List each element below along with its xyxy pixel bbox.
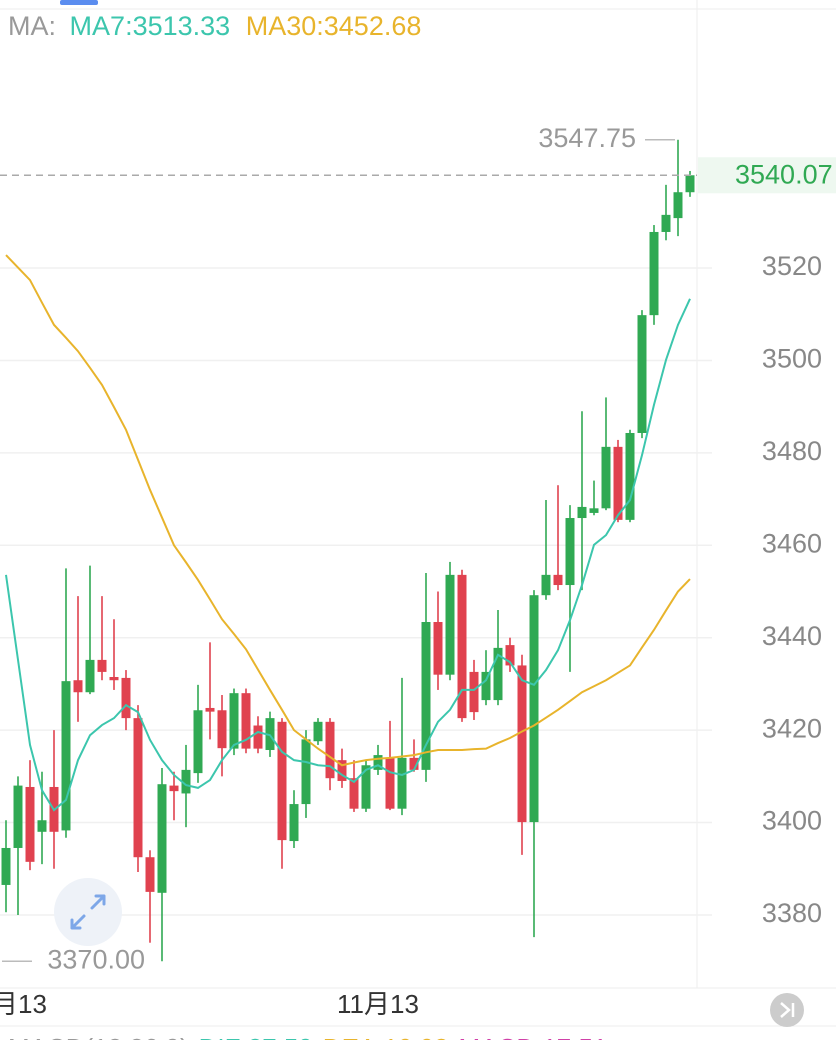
- expand-circle[interactable]: [54, 878, 122, 946]
- candle-body: [625, 432, 635, 520]
- candle-body: [97, 659, 107, 672]
- expand-button[interactable]: [54, 878, 122, 946]
- ma-line: [5, 254, 691, 767]
- candle-body: [601, 446, 611, 509]
- candle-body: [337, 760, 347, 781]
- legend-value: 3452.68: [324, 11, 422, 41]
- y-tick-label: 3380: [762, 898, 822, 928]
- tab-indicator: [60, 0, 98, 5]
- candle-body: [349, 778, 359, 809]
- candle-body: [73, 680, 83, 693]
- y-tick-label: 3440: [762, 621, 822, 651]
- candle-body: [169, 785, 179, 792]
- last-price-label: 3540.07: [735, 159, 833, 189]
- y-tick-label: 3400: [762, 806, 822, 836]
- candle-body: [37, 820, 47, 832]
- y-tick-label: 3460: [762, 528, 822, 558]
- expand-icon[interactable]: [70, 894, 106, 930]
- candle-body: [517, 665, 527, 823]
- last-price-box: [698, 157, 836, 194]
- candle-body: [13, 785, 23, 848]
- legend-value: 3513.33: [133, 11, 231, 41]
- legend-sep: :: [125, 11, 133, 41]
- candle-body: [541, 574, 551, 596]
- candle-body: [649, 231, 659, 316]
- candle-body: [109, 676, 119, 681]
- candle-body: [421, 622, 431, 770]
- candle-body: [253, 725, 263, 749]
- candle-body: [241, 693, 251, 749]
- candle-body: [457, 574, 467, 719]
- candle-body: [577, 506, 587, 519]
- candle-body: [433, 622, 443, 675]
- candle-body: [685, 175, 695, 193]
- candle-body: [325, 721, 335, 779]
- candle-body: [445, 574, 455, 675]
- candle-body: [493, 647, 503, 701]
- candle-body: [385, 757, 395, 809]
- candle-body: [397, 757, 407, 809]
- candle-body: [361, 765, 371, 809]
- candle-body: [133, 718, 143, 858]
- candle-body: [673, 192, 683, 219]
- candle-body: [469, 671, 479, 713]
- indicator-label: MA:: [8, 11, 56, 41]
- y-tick-label: 3420: [762, 713, 822, 743]
- scroll-icon[interactable]: [780, 1002, 795, 1018]
- legend-name: MA7: [70, 11, 126, 41]
- macd-item: MACD:17.51: [459, 1033, 608, 1040]
- candle-body: [661, 214, 671, 232]
- candle-body: [481, 671, 491, 701]
- candle-body: [553, 574, 563, 586]
- y-tick-label: 3480: [762, 436, 822, 466]
- candle-body: [61, 681, 71, 831]
- candle-body: [277, 721, 287, 841]
- candle-body: [373, 755, 383, 770]
- macd-item: DIF:27.59: [199, 1033, 313, 1040]
- candle-body: [193, 710, 203, 774]
- x-tick-label: 11月13: [0, 989, 47, 1019]
- candle-body: [505, 645, 515, 666]
- candle-body: [529, 595, 539, 823]
- candle-body: [1, 847, 11, 885]
- legend-name: MA30: [246, 11, 317, 41]
- marks: [0, 139, 697, 962]
- candle-body: [145, 857, 155, 892]
- candle-body: [157, 784, 167, 893]
- candle-body: [589, 508, 599, 513]
- candle-body: [637, 315, 647, 433]
- min-label: 3370.00: [47, 944, 145, 974]
- ma-legend: MA: MA7:3513.33 MA30:3452.68: [8, 11, 421, 41]
- candle-body: [217, 710, 227, 749]
- candle-body: [25, 786, 35, 862]
- scroll-circle[interactable]: [770, 993, 804, 1027]
- candle-body: [565, 518, 575, 586]
- max-label: 3547.75: [538, 123, 636, 153]
- macd-item: MACD(12,26,9): [8, 1033, 189, 1040]
- scroll-end-button[interactable]: [770, 993, 804, 1027]
- x-tick-label: 11月13: [337, 989, 419, 1019]
- candle-body: [265, 718, 275, 751]
- candle-body: [121, 677, 131, 719]
- candle-body: [289, 804, 299, 842]
- macd-legend: MACD(12,26,9) DIF:27.59 DEA:10.08 MACD:17.5…: [8, 1033, 607, 1040]
- candle-body: [301, 739, 311, 805]
- ma-line: [5, 298, 691, 812]
- candle-body: [85, 659, 95, 693]
- candle-body: [409, 757, 419, 770]
- y-tick-label: 3520: [762, 251, 822, 281]
- candle-body: [613, 446, 623, 520]
- legend-sep: :: [316, 11, 324, 41]
- candle-body: [205, 707, 215, 712]
- candle-body: [181, 769, 191, 794]
- macd-item: DEA:10.08: [323, 1033, 449, 1040]
- candle-body: [313, 721, 323, 742]
- candle-body: [229, 693, 239, 749]
- y-tick-label: 3500: [762, 344, 822, 374]
